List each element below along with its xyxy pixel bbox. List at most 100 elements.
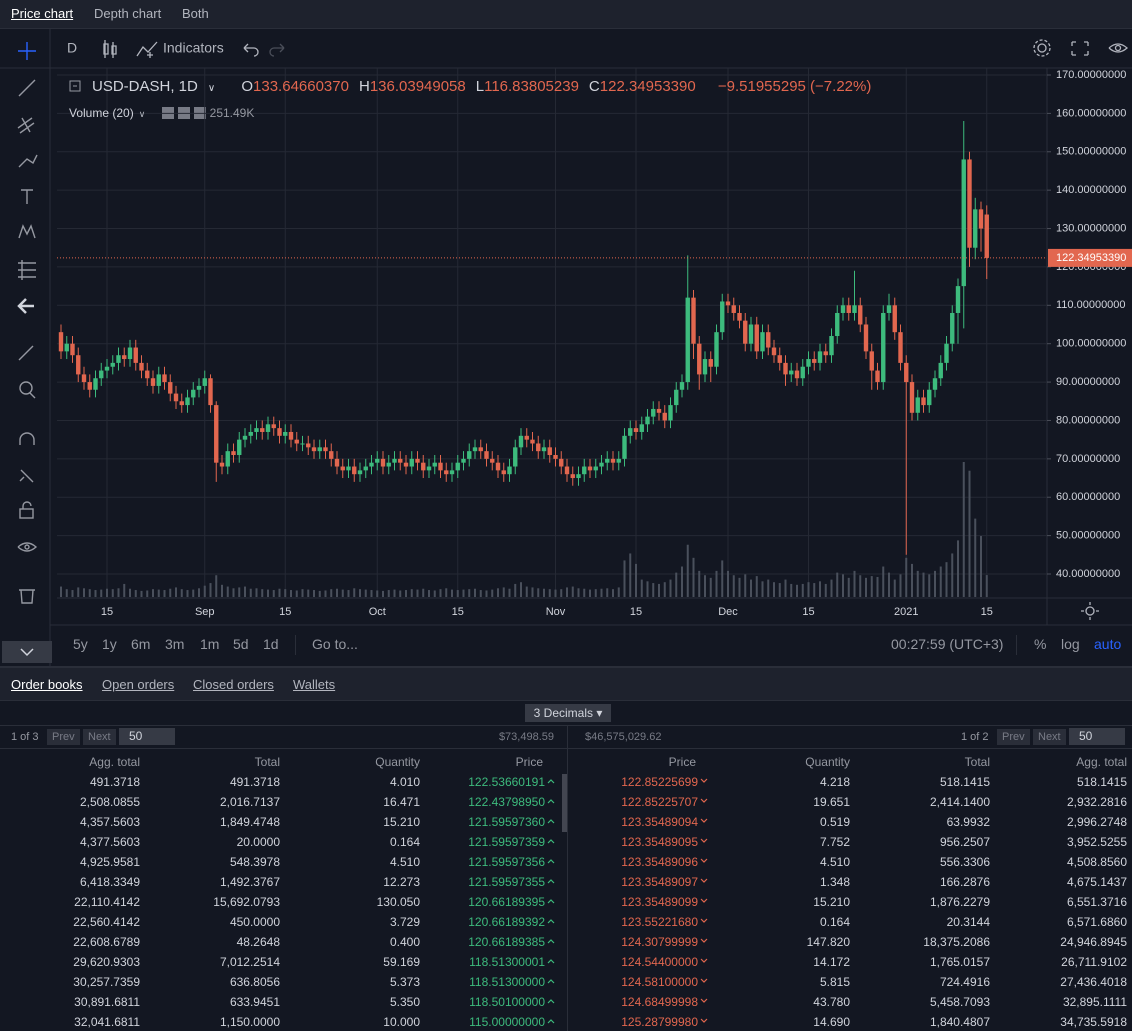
volume-bar (382, 590, 384, 597)
candle-body (110, 362, 115, 367)
book-value: 123.35489097 (621, 875, 698, 889)
scale-option[interactable]: log (1061, 636, 1080, 652)
volume-bar (456, 590, 459, 597)
collapse-button[interactable] (2, 641, 52, 663)
volume-bar (387, 590, 390, 597)
sidebar-icons[interactable] (17, 42, 38, 604)
volume-bar (732, 575, 735, 597)
toolbar-icons[interactable] (103, 39, 1128, 620)
chevron (547, 1019, 555, 1024)
next-button[interactable]: Next (1033, 729, 1066, 745)
range-button[interactable]: 1y (102, 636, 117, 652)
candle-body (886, 305, 892, 313)
range-button[interactable]: 1m (200, 636, 220, 652)
goto-button[interactable]: Go to... (312, 636, 358, 652)
y-tick-label: 140.00000000 (1056, 184, 1126, 196)
change: −9.51955295 (−7.22%) (717, 78, 872, 95)
candle-body (829, 336, 834, 356)
book-value: 5.373 (389, 975, 420, 989)
book-value: 43.780 (813, 995, 850, 1009)
tab[interactable]: Price chart (11, 6, 74, 21)
page-size-select[interactable]: 50 (1069, 728, 1125, 745)
page-size-select[interactable]: 50 (119, 728, 175, 745)
book-value: 1,840.4807 (929, 1015, 990, 1029)
indicators-button[interactable]: Indicators (163, 40, 224, 56)
range-button[interactable]: 5d (233, 636, 249, 652)
volume-bar (94, 590, 97, 597)
range-button[interactable]: 6m (131, 636, 151, 652)
book-value: 1,876.2279 (929, 895, 990, 909)
volume-bar (347, 590, 350, 597)
book-value: 22,560.4142 (73, 915, 140, 929)
book-cell: 48.2648 (140, 932, 280, 952)
range-button[interactable]: 3m (165, 636, 185, 652)
book-cell: 5,458.7093 (850, 992, 990, 1012)
book-cell: 15,692.0793 (140, 892, 280, 912)
candle-body (294, 439, 299, 444)
range-button[interactable]: 5y (73, 636, 88, 652)
volume-bar (497, 588, 499, 597)
order-tab[interactable]: Open orders (102, 677, 175, 692)
price-cell: 124.30799999 (570, 932, 710, 952)
chevron-up (547, 979, 555, 984)
candle-body (334, 458, 340, 467)
book-cell: 3.729 (280, 912, 420, 932)
ohlc-value: 116.83805239 (484, 78, 579, 95)
volume-bar (778, 583, 781, 597)
candle-body (932, 378, 938, 390)
book-value: 123.55221680 (621, 915, 698, 929)
volume-bar (198, 588, 200, 597)
book-value: 518.1415 (1076, 775, 1127, 789)
range-button[interactable]: 1d (263, 636, 279, 652)
price-cell: 122.43798950 (420, 792, 557, 812)
book-value: 518.1415 (939, 775, 990, 789)
candle-body (369, 462, 374, 467)
chevron-down (20, 648, 34, 657)
tab[interactable]: Both (182, 6, 209, 21)
volume-bar (71, 590, 74, 597)
scale-option[interactable]: % (1034, 636, 1047, 652)
candle-body (944, 343, 949, 363)
candle-body (409, 458, 414, 467)
column-header: Agg. total (1076, 755, 1127, 769)
candle-body (219, 462, 225, 467)
x-tick-label: 15 (279, 606, 291, 618)
book-value: 166.2876 (939, 875, 990, 889)
candle-body (582, 466, 587, 475)
prev-button[interactable]: Prev (997, 729, 1030, 745)
chevron (547, 939, 555, 944)
order-tab[interactable]: Order books (11, 677, 83, 692)
candle-body (202, 378, 207, 386)
volume-bar (882, 566, 885, 597)
book-cell: 518.1415 (850, 772, 990, 792)
volume-bar (479, 590, 482, 597)
book-value: 4,675.1437 (1066, 875, 1127, 889)
symbol: USD-DASH, 1D (92, 78, 198, 95)
scrollbar[interactable] (562, 774, 567, 832)
book-value: 2,996.2748 (1066, 815, 1127, 829)
ohlc-item: C122.34953390 (589, 78, 696, 95)
chevron (547, 979, 555, 984)
price-cell: 122.85225707 (570, 792, 710, 812)
volume-bar (543, 588, 545, 597)
volume-bar (111, 589, 114, 597)
order-tab[interactable]: Wallets (293, 677, 336, 692)
book-cell: 491.3718 (140, 772, 280, 792)
order-tabs: Order books Open orders Closed orders Walle… (0, 668, 1132, 701)
book-value: 63.9932 (946, 815, 990, 829)
prev-button[interactable]: Prev (47, 729, 80, 745)
decimals-select[interactable]: 3 Decimals ▾ (525, 704, 611, 722)
x-tick-label: 2021 (894, 606, 918, 618)
candle-body (605, 458, 610, 463)
next-button[interactable]: Next (83, 729, 116, 745)
volume-bar (744, 574, 747, 597)
interval[interactable]: D (67, 40, 77, 56)
chevron (700, 858, 708, 863)
candle-body (357, 470, 363, 475)
collapse-icon[interactable] (69, 80, 81, 92)
volume-bar (393, 589, 396, 597)
tab[interactable]: Depth chart (94, 6, 162, 21)
ohlc: O133.64660370 H136.03949058 L116.83805239 C… (241, 78, 705, 95)
scale-option[interactable]: auto (1094, 636, 1122, 652)
order-tab[interactable]: Closed orders (193, 677, 274, 692)
